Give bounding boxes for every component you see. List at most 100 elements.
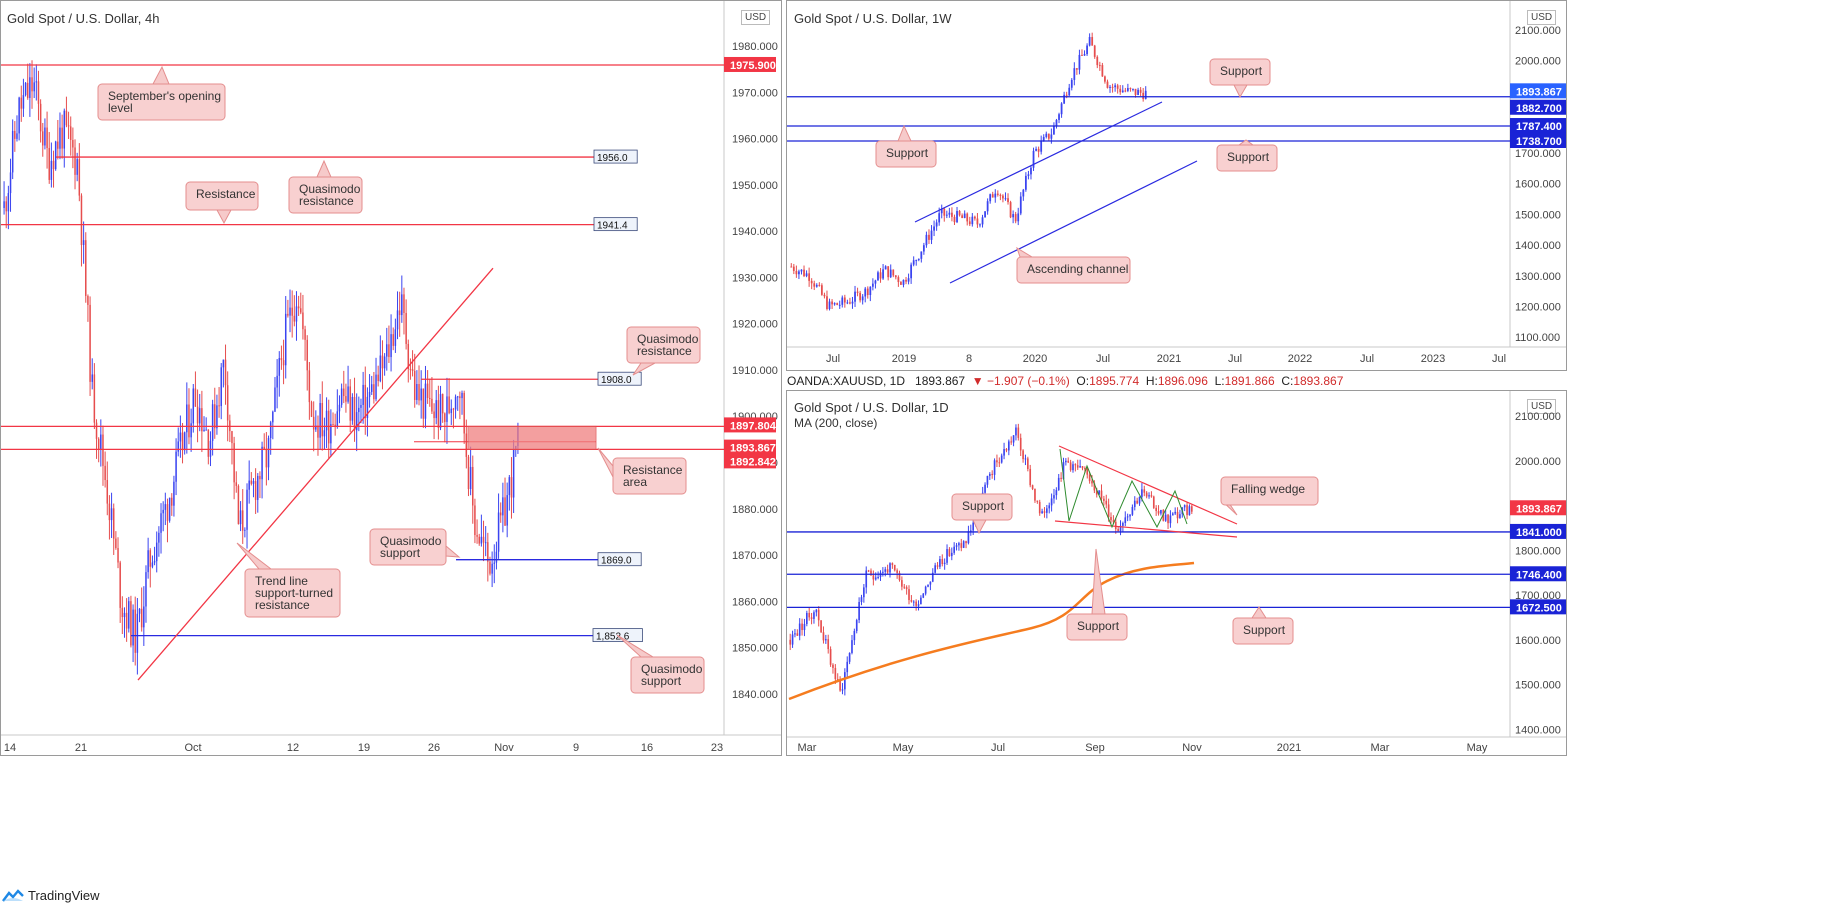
candle-body (140, 608, 143, 628)
candle-body (829, 649, 832, 665)
moving-average-200-line (788, 561, 1195, 701)
candle-body (1019, 196, 1022, 214)
candle-body (961, 215, 964, 219)
x-tick-label: May (1467, 742, 1488, 754)
indicator-label[interactable]: MA (200, close) (794, 416, 878, 430)
y-tick-label: 1960.000 (732, 134, 778, 146)
candle-body (973, 216, 976, 219)
chart-panel-1w[interactable]: Gold Spot / U.S. Dollar, 1W USD 2100.000… (786, 0, 1567, 371)
currency-label[interactable]: USD (1527, 10, 1557, 25)
candle-body (940, 208, 943, 214)
candle-body (155, 542, 158, 562)
candle-body (69, 126, 72, 140)
candle-body (796, 633, 799, 636)
candle-body (418, 384, 420, 401)
callout-text: resistance (637, 344, 692, 358)
price-tag (724, 56, 776, 72)
candle-body (1038, 501, 1041, 514)
candle-body (1022, 450, 1024, 460)
chart-panel-4h[interactable]: Gold Spot / U.S. Dollar, 4h USD 1980.000… (0, 0, 782, 756)
level-label-text: 1941.4 (597, 221, 628, 232)
candle-body (35, 81, 38, 83)
candle-body (874, 280, 877, 284)
currency-label[interactable]: USD (741, 10, 771, 25)
candle-body (108, 503, 111, 521)
candle-body (1055, 490, 1058, 496)
candle-body (1091, 37, 1094, 46)
callout-text: Falling wedge (1231, 482, 1305, 496)
x-tick-label: 14 (4, 742, 16, 754)
callout-pointer (1233, 84, 1248, 99)
candle-body (1050, 134, 1053, 139)
candle-body (803, 269, 805, 277)
candle-body (1106, 81, 1109, 88)
candle-body (1104, 76, 1106, 82)
candle-body (1091, 481, 1093, 484)
candle-body (1030, 167, 1032, 175)
chart-4h-canvas[interactable]: 1980.000 1970.000 1960.000 1950.000 1940.000… (1, 1, 781, 755)
candle-body (186, 404, 188, 433)
candle-body (1152, 496, 1155, 508)
candle-body (265, 449, 268, 468)
candle-body (874, 577, 877, 580)
candle-body (1050, 498, 1053, 506)
callout-text: resistance (299, 194, 354, 208)
candle-body (1141, 489, 1143, 497)
candle-body (931, 572, 934, 582)
candle-body (908, 589, 910, 601)
price-tag-text: 1893.867 (730, 443, 776, 455)
low-label: L: (1214, 374, 1225, 388)
candle-body (444, 413, 446, 422)
candle-body (1179, 514, 1181, 519)
y-tick-label: 1950.000 (732, 180, 778, 192)
candle-body (495, 551, 498, 563)
candle-body (211, 404, 214, 441)
tradingview-footer[interactable]: TradingView (2, 888, 100, 903)
candle-body (493, 562, 496, 564)
candle-body (347, 386, 349, 402)
symbol-label[interactable]: OANDA:XAUUSD, 1D (787, 374, 906, 388)
callout-text: Support (1227, 150, 1270, 164)
candle-body (237, 485, 240, 525)
price-tag (1510, 523, 1566, 539)
candle-body (388, 344, 390, 358)
candle-body (841, 689, 844, 691)
candle-body (302, 312, 304, 330)
chart-panel-1d[interactable]: Gold Spot / U.S. Dollar, 1D MA (200, clo… (786, 390, 1567, 756)
candle-body (851, 640, 853, 653)
candle-body (194, 388, 197, 407)
chart-1w-canvas[interactable]: 2100.0002000.0001900.0001800.0001700.000… (787, 1, 1566, 370)
candle-body (482, 536, 485, 543)
candle-body (936, 565, 939, 567)
callout-box (1209, 58, 1271, 86)
candle-body (871, 283, 874, 287)
candle-body (272, 411, 274, 423)
candle-body (183, 432, 186, 451)
candle-body (456, 396, 459, 398)
candle-body (1088, 474, 1091, 482)
callout-pointer (897, 124, 912, 142)
candle-body (820, 285, 823, 295)
candle-body (1171, 513, 1174, 516)
candle-body (1060, 477, 1062, 479)
candle-body (222, 359, 225, 368)
price-tag (724, 439, 776, 455)
candle-body (512, 448, 515, 498)
candle-body (1134, 88, 1137, 95)
candle-body (1169, 515, 1172, 524)
candle-body (843, 297, 846, 303)
price-tag-text: 1892.842 (730, 456, 776, 468)
currency-label[interactable]: USD (1527, 399, 1557, 414)
chart-1d-canvas[interactable]: 2100.0002000.0001900.0001800.0001700.000… (787, 391, 1566, 755)
candle-body (867, 570, 870, 572)
candle-body (390, 334, 392, 358)
candle-body (52, 160, 55, 170)
candle-body (173, 481, 175, 506)
candle-body (1126, 88, 1129, 91)
candle-body (20, 97, 23, 109)
candle-body (312, 416, 315, 430)
candle-body (1003, 449, 1005, 456)
candle-body (91, 374, 93, 382)
y-tick-label: 1880.000 (732, 504, 778, 516)
